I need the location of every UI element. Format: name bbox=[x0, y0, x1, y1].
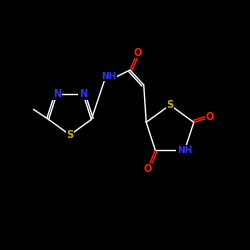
Text: NH: NH bbox=[101, 72, 116, 81]
Text: O: O bbox=[206, 112, 214, 122]
Text: O: O bbox=[144, 164, 152, 174]
Text: NH: NH bbox=[177, 146, 192, 155]
Text: S: S bbox=[66, 130, 73, 140]
Text: S: S bbox=[166, 100, 173, 110]
Text: N: N bbox=[53, 89, 61, 99]
Text: N: N bbox=[79, 89, 87, 99]
Text: O: O bbox=[134, 48, 141, 58]
